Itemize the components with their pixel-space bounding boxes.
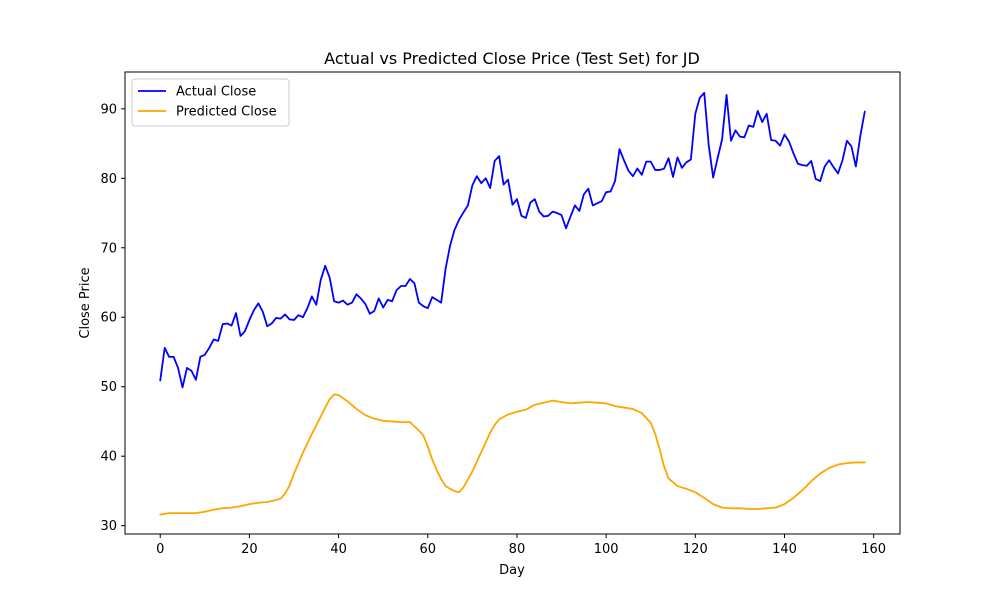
plot-frame xyxy=(124,71,901,535)
y-tick-label: 90 xyxy=(100,102,117,117)
y-tick-label: 40 xyxy=(100,450,117,465)
x-tick-label: 140 xyxy=(772,542,797,557)
chart-title: Actual vs Predicted Close Price (Test Se… xyxy=(324,49,700,68)
x-tick-label: 100 xyxy=(594,542,619,557)
y-tick-label: 70 xyxy=(100,241,117,256)
series-line-0 xyxy=(159,91,866,389)
y-tick-label: 30 xyxy=(100,519,117,534)
x-tick-label: 120 xyxy=(683,542,708,557)
x-tick-label: 80 xyxy=(509,542,526,557)
y-tick-label: 80 xyxy=(100,172,117,187)
x-tick-label: 40 xyxy=(330,542,347,557)
x-tick-label: 20 xyxy=(241,542,258,557)
x-tick-label: 0 xyxy=(156,542,164,557)
legend-box xyxy=(131,78,290,127)
y-axis-label: Close Price xyxy=(78,267,93,338)
x-axis: 0 20 40 60 80 100 120 140 160 xyxy=(156,534,886,557)
x-tick-label: 60 xyxy=(420,542,437,557)
x-axis-label: Day xyxy=(499,563,525,578)
legend: Actual Close Predicted Close xyxy=(131,78,290,127)
plot-area xyxy=(159,91,866,516)
series-line-1 xyxy=(159,393,866,516)
legend-label-0: Actual Close xyxy=(176,85,256,100)
y-tick-label: 60 xyxy=(100,311,117,326)
y-axis: 30 40 50 60 70 80 90 xyxy=(100,102,125,534)
y-tick-label: 50 xyxy=(100,380,117,395)
legend-label-1: Predicted Close xyxy=(176,105,277,120)
x-tick-label: 160 xyxy=(861,542,886,557)
